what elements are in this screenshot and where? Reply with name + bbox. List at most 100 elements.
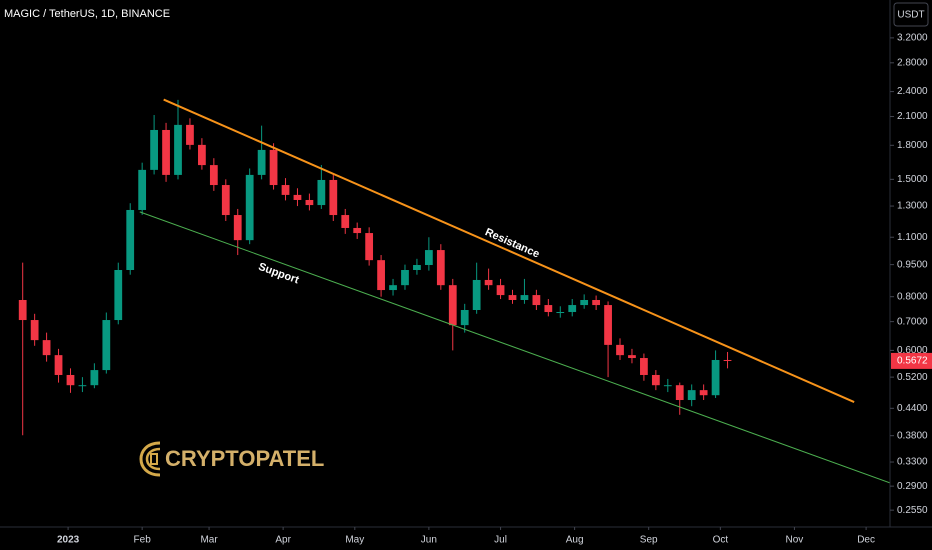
- price-axis-bg: [890, 0, 932, 550]
- y-tick-label: 0.3800: [897, 430, 928, 441]
- candle-body: [221, 185, 230, 216]
- candle-body: [198, 144, 206, 166]
- candle-body: [162, 129, 170, 175]
- y-tick-label: 0.8000: [897, 291, 928, 302]
- candle-body: [687, 390, 696, 401]
- candle-body: [353, 227, 362, 234]
- y-tick-label: 2.1000: [897, 111, 928, 122]
- last-price-label: 0.5672: [897, 356, 928, 367]
- candle-body: [424, 250, 433, 266]
- time-axis-bg: [0, 527, 932, 550]
- candle-body: [520, 295, 529, 300]
- y-tick-label: 1.5000: [897, 174, 928, 185]
- x-tick-label: Dec: [857, 535, 875, 546]
- candle-body: [54, 355, 63, 375]
- candle-body: [544, 305, 553, 313]
- x-tick-label: Apr: [275, 535, 291, 546]
- candle-body: [568, 305, 577, 313]
- candle-body: [377, 260, 385, 291]
- x-tick-label: Jun: [421, 535, 437, 546]
- candle-body: [114, 269, 123, 321]
- candle-body: [628, 355, 636, 359]
- candle-body: [209, 165, 218, 186]
- candle-body: [90, 370, 99, 386]
- trend-line: [139, 211, 891, 484]
- watermark-icon: [150, 453, 158, 465]
- candle-body: [616, 344, 624, 356]
- candle-body: [233, 215, 242, 241]
- candle-body: [592, 299, 601, 306]
- candle-body: [651, 374, 660, 386]
- x-tick-label: Sep: [640, 535, 658, 546]
- watermark: CRYPTOPATEL: [139, 441, 324, 477]
- y-tick-label: 2.4000: [897, 86, 928, 97]
- x-tick-label: Feb: [134, 535, 152, 546]
- y-tick-label: 0.6000: [897, 345, 928, 356]
- y-tick-label: 0.9500: [897, 259, 928, 270]
- candle-body: [78, 385, 87, 387]
- y-tick-label: 2.8000: [897, 57, 928, 68]
- candle-body: [711, 359, 720, 396]
- y-tick-label: 0.3300: [897, 457, 928, 468]
- candle-body: [305, 199, 314, 206]
- candle-body: [436, 250, 445, 286]
- candle-body: [460, 309, 469, 326]
- candle-body: [102, 320, 111, 371]
- candle-body: [508, 295, 517, 300]
- unit-button-label[interactable]: USDT: [897, 10, 924, 21]
- y-tick-label: 0.5200: [897, 372, 928, 383]
- y-tick-label: 0.2900: [897, 481, 928, 492]
- y-tick-label: 1.1000: [897, 232, 928, 243]
- candle-body: [484, 279, 493, 286]
- y-tick-label: 3.2000: [897, 33, 928, 44]
- candle-body: [604, 305, 612, 345]
- candle-body: [126, 209, 135, 270]
- candle-body: [317, 179, 326, 206]
- chart-title: MAGIC / TetherUS, 1D, BINANCE: [4, 8, 170, 20]
- x-tick-label: Jul: [494, 535, 507, 546]
- candle-body: [401, 269, 409, 286]
- candle-body: [389, 285, 397, 291]
- candle-body: [556, 312, 565, 314]
- candle-body: [329, 179, 338, 216]
- candle-body: [174, 124, 182, 175]
- y-tick-label: 1.8000: [897, 140, 928, 151]
- candle-body: [138, 169, 147, 210]
- candle-body: [30, 320, 39, 341]
- candle-body: [293, 194, 302, 200]
- candle-body: [341, 215, 350, 228]
- candle-body: [281, 185, 290, 195]
- candle-body: [699, 390, 708, 396]
- candle-body: [66, 374, 75, 386]
- x-tick-label: 2023: [57, 535, 80, 546]
- candle-body: [42, 340, 51, 356]
- x-tick-label: Aug: [566, 535, 584, 546]
- watermark-icon: [139, 441, 161, 477]
- candle-body: [496, 285, 505, 296]
- candle-body: [448, 285, 457, 326]
- candle-body: [532, 295, 541, 306]
- x-tick-label: May: [345, 535, 364, 546]
- x-tick-label: Nov: [786, 535, 804, 546]
- candle-body: [257, 149, 266, 175]
- y-tick-label: 0.4400: [897, 403, 928, 414]
- x-tick-label: Mar: [200, 535, 218, 546]
- y-tick-label: 0.7000: [897, 316, 928, 327]
- trend-line: [163, 98, 855, 403]
- y-tick-label: 0.2550: [897, 505, 928, 516]
- candle-body: [150, 129, 158, 170]
- x-tick-label: Oct: [713, 535, 729, 546]
- candle-body: [245, 174, 254, 241]
- candle-body: [269, 149, 278, 186]
- candle-body: [723, 359, 732, 361]
- last-price-box: [891, 352, 932, 369]
- candle-body: [186, 124, 194, 145]
- candle-body: [675, 385, 684, 401]
- watermark-text: CRYPTOPATEL: [165, 446, 324, 471]
- candle-body: [365, 233, 374, 261]
- unit-button[interactable]: [893, 2, 929, 27]
- candle-body: [472, 279, 481, 310]
- candle-body: [663, 385, 672, 387]
